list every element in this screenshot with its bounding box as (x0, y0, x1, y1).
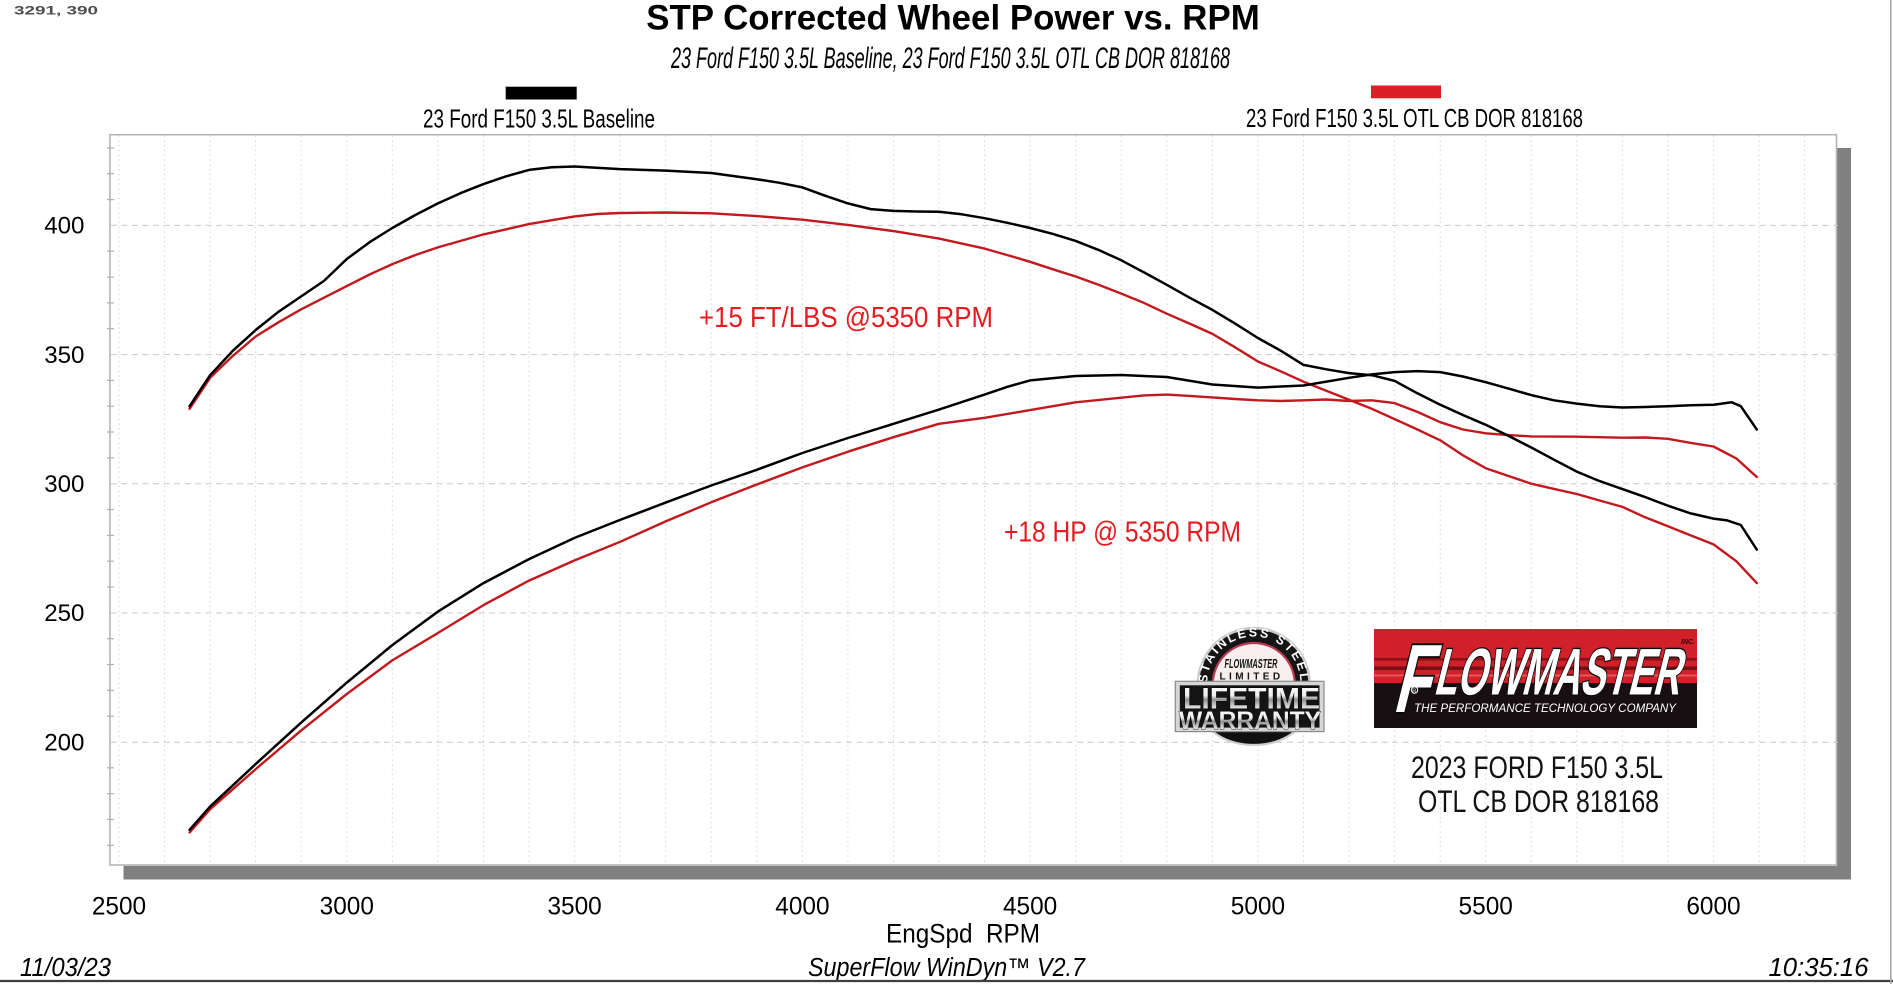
svg-text:3291, 390: 3291, 390 (14, 6, 98, 18)
svg-text:R: R (1412, 689, 1416, 695)
svg-text:3000: 3000 (320, 892, 374, 920)
svg-text:2023 FORD F150 3.5L: 2023 FORD F150 3.5L (1411, 749, 1663, 785)
svg-text:THE PERFORMANCE TECHNOLOGY COM: THE PERFORMANCE TECHNOLOGY COMPANY (1414, 701, 1677, 715)
svg-text:+18 HP @ 5350 RPM: +18 HP @ 5350 RPM (1004, 517, 1241, 549)
svg-text:250: 250 (44, 600, 84, 627)
svg-text:23 Ford F150 3.5L OTL CB DOR 8: 23 Ford F150 3.5L OTL CB DOR 818168 (1246, 103, 1583, 133)
svg-text:2500: 2500 (92, 892, 146, 920)
svg-text:5500: 5500 (1459, 892, 1513, 920)
svg-text:STP Corrected Wheel Power vs.: STP Corrected Wheel Power vs. RPM (646, 0, 1260, 38)
svg-text:LIFETIME: LIFETIME (1183, 683, 1320, 716)
svg-text:5000: 5000 (1231, 892, 1285, 920)
svg-text:4500: 4500 (1003, 892, 1057, 920)
svg-text:+15 FT/LBS @5350 RPM: +15 FT/LBS @5350 RPM (699, 302, 993, 334)
svg-text:11/03/23: 11/03/23 (20, 954, 111, 982)
svg-text:400: 400 (44, 213, 84, 240)
svg-text:LOWMASTER: LOWMASTER (1429, 635, 1693, 709)
svg-text:200: 200 (44, 729, 84, 756)
svg-text:WARRANTY: WARRANTY (1179, 707, 1321, 735)
svg-text:LIMITED: LIMITED (1220, 671, 1284, 682)
svg-text:10:35:16: 10:35:16 (1769, 954, 1870, 982)
svg-text:EngSpd RPM: EngSpd RPM (886, 919, 1040, 949)
svg-text:OTL CB DOR 818168: OTL CB DOR 818168 (1418, 783, 1659, 819)
svg-text:6000: 6000 (1686, 892, 1740, 920)
svg-text:23 Ford F150 3.5L Baseline: 23 Ford F150 3.5L Baseline (423, 103, 655, 133)
svg-text:4000: 4000 (775, 892, 829, 920)
svg-text:350: 350 (44, 342, 84, 369)
svg-text:3500: 3500 (547, 892, 601, 920)
svg-text:23 Ford F150 3.5L Baseline, 23: 23 Ford F150 3.5L Baseline, 23 Ford F150… (670, 42, 1230, 75)
svg-text:300: 300 (44, 471, 84, 498)
svg-text:INC.: INC. (1681, 639, 1695, 646)
svg-text:FLOWMASTER: FLOWMASTER (1225, 656, 1278, 671)
svg-text:SuperFlow WinDyn™ V2.7: SuperFlow WinDyn™ V2.7 (808, 954, 1086, 982)
